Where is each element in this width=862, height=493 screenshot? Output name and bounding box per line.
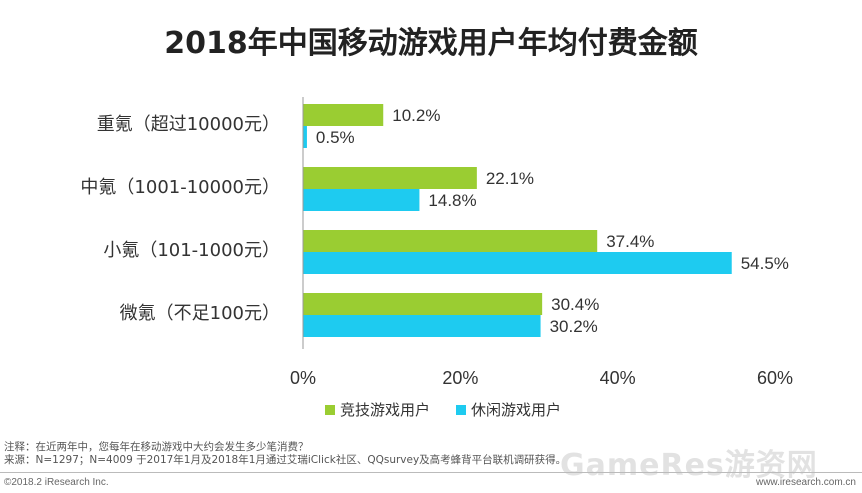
bar-competitive [303, 230, 598, 252]
data-label: 0.5% [316, 128, 355, 147]
category-label: 重氪（超过10000元） [97, 114, 280, 135]
legend-swatch [325, 405, 335, 415]
chart-title: 2018年中国移动游戏用户年均付费金额 [164, 26, 698, 61]
bar-chart: 重氪（超过10000元） 10.2% 0.5% 中氪（1001-10000元） 22.1… [80, 97, 793, 419]
bar-competitive [303, 104, 384, 126]
legend-label: 休闲游戏用户 [471, 401, 561, 419]
data-label: 10.2% [392, 106, 440, 125]
legend-label: 竞技游戏用户 [340, 401, 430, 419]
note-line-2: 来源：N=1297；N=4009 于2017年1月及2018年1月通过艾瑞iCl… [4, 454, 567, 466]
bar-casual [303, 315, 541, 337]
bar-casual [303, 252, 732, 274]
bar-casual [303, 126, 307, 148]
note-line-1: 注释：在近两年中，您每年在移动游戏中大约会发生多少笔消费？ [4, 441, 309, 453]
x-tick-label: 40% [600, 368, 636, 388]
x-tick-label: 20% [442, 368, 478, 388]
legend-swatch [456, 405, 466, 415]
data-label: 30.2% [550, 317, 598, 336]
category-label: 小氪（101-1000元） [103, 240, 280, 261]
x-tick-label: 60% [757, 368, 793, 388]
data-label: 37.4% [606, 232, 654, 251]
bar-competitive [303, 293, 543, 315]
x-tick-label: 0% [290, 368, 316, 388]
data-label: 14.8% [428, 191, 476, 210]
category-label: 中氪（1001-10000元） [80, 177, 280, 198]
footer-divider [0, 472, 862, 473]
chart-notes: 注释：在近两年中，您每年在移动游戏中大约会发生多少笔消费？ 来源：N=1297；… [4, 441, 566, 467]
watermark: GameRes游资网 [560, 448, 818, 483]
site-url: www.iresearch.com.cn [755, 477, 856, 488]
bar-competitive [303, 167, 477, 189]
copyright: ©2018.2 iResearch Inc. [4, 477, 109, 488]
data-label: 54.5% [741, 254, 789, 273]
data-label: 30.4% [551, 295, 599, 314]
data-label: 22.1% [486, 169, 534, 188]
bar-casual [303, 189, 420, 211]
category-label: 微氪（不足100元） [120, 303, 280, 324]
